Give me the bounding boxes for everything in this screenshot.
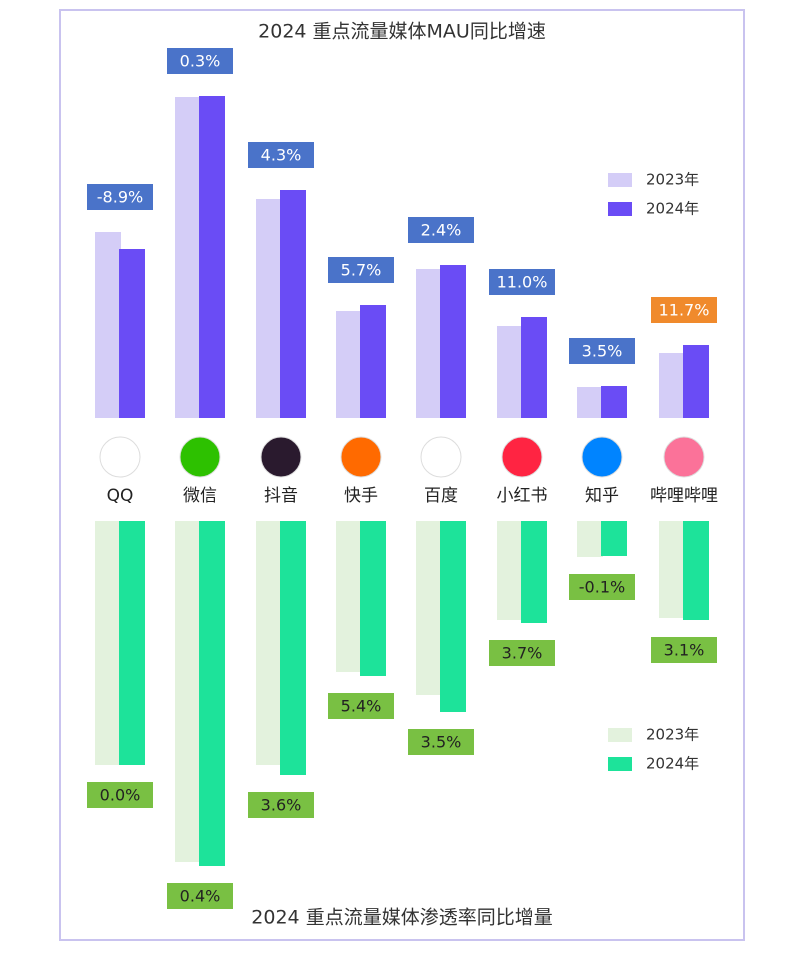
growth-label: 11.7% (659, 301, 710, 320)
growth-label: 0.4% (180, 887, 221, 906)
app-icon (99, 436, 141, 478)
bar (119, 249, 145, 418)
bar (497, 326, 523, 418)
growth-label-box (87, 782, 153, 808)
bar (497, 521, 523, 620)
bar (280, 190, 306, 418)
bar (256, 521, 282, 765)
bar (416, 521, 442, 695)
bar (199, 96, 225, 418)
bar (360, 305, 386, 418)
bar (175, 521, 201, 862)
bar (521, 317, 547, 418)
growth-label-box (408, 217, 474, 243)
bar (683, 345, 709, 418)
category-label: 快手 (344, 486, 378, 506)
chart-title: 2024 重点流量媒体渗透率同比增量 (251, 907, 552, 929)
app-icon (501, 436, 543, 478)
app-icon (340, 436, 382, 478)
growth-label: 0.0% (100, 786, 141, 805)
bar (95, 521, 121, 765)
bar (199, 521, 225, 866)
category-label: QQ (107, 486, 134, 506)
growth-label-box (248, 142, 314, 168)
legend-swatch (608, 202, 632, 216)
bar (601, 386, 627, 418)
bar (601, 521, 627, 556)
growth-label-box (328, 257, 394, 283)
bar (416, 269, 442, 418)
growth-label: 3.5% (421, 733, 462, 752)
category-label: 知乎 (585, 486, 619, 506)
growth-label: 5.4% (341, 697, 382, 716)
bar (175, 97, 201, 418)
growth-label: 3.1% (664, 641, 705, 660)
app-icon (420, 436, 462, 478)
bar (659, 521, 685, 618)
bar (577, 387, 603, 418)
growth-label-box (651, 297, 717, 323)
bar (336, 311, 362, 418)
growth-label: 3.6% (261, 796, 302, 815)
app-icon (179, 436, 221, 478)
growth-label: -8.9% (97, 188, 143, 207)
growth-label-box (328, 693, 394, 719)
bar (683, 521, 709, 620)
legend-label: 2024年 (646, 755, 699, 773)
legend-swatch (608, 173, 632, 187)
growth-label: 4.3% (261, 146, 302, 165)
growth-label: 0.3% (180, 52, 221, 71)
category-label: 抖音 (264, 486, 298, 506)
growth-label: -0.1% (579, 578, 625, 597)
frame (59, 9, 745, 941)
bar (521, 521, 547, 623)
growth-label-box (87, 184, 153, 210)
growth-label-box (569, 574, 635, 600)
category-label: 小红书 (497, 486, 548, 506)
bar (440, 521, 466, 712)
bar (95, 232, 121, 418)
bar (440, 265, 466, 418)
growth-label-box (167, 883, 233, 909)
app-icon (663, 436, 705, 478)
growth-label-box (651, 637, 717, 663)
bar (119, 521, 145, 765)
bar (336, 521, 362, 672)
growth-label: 5.7% (341, 261, 382, 280)
legend-label: 2023年 (646, 171, 699, 189)
bar (256, 199, 282, 418)
growth-label-box (408, 729, 474, 755)
category-label: 微信 (183, 486, 217, 506)
growth-label: 11.0% (497, 273, 548, 292)
growth-label-box (489, 269, 555, 295)
legend-label: 2024年 (646, 200, 699, 218)
growth-label: 2.4% (421, 221, 462, 240)
app-icon (260, 436, 302, 478)
bar (659, 353, 685, 418)
category-label: 哔哩哔哩 (650, 486, 718, 506)
growth-label-box (167, 48, 233, 74)
growth-label-box (248, 792, 314, 818)
growth-label: 3.5% (582, 342, 623, 361)
app-icon (581, 436, 623, 478)
legend-label: 2023年 (646, 726, 699, 744)
growth-label-box (569, 338, 635, 364)
bar (280, 521, 306, 775)
growth-label: 3.7% (502, 644, 543, 663)
bar (360, 521, 386, 676)
legend-swatch (608, 757, 632, 771)
growth-label-box (489, 640, 555, 666)
chart-title: 2024 重点流量媒体MAU同比增速 (258, 21, 546, 43)
category-label: 百度 (424, 486, 458, 506)
legend-swatch (608, 728, 632, 742)
bar (577, 521, 603, 557)
